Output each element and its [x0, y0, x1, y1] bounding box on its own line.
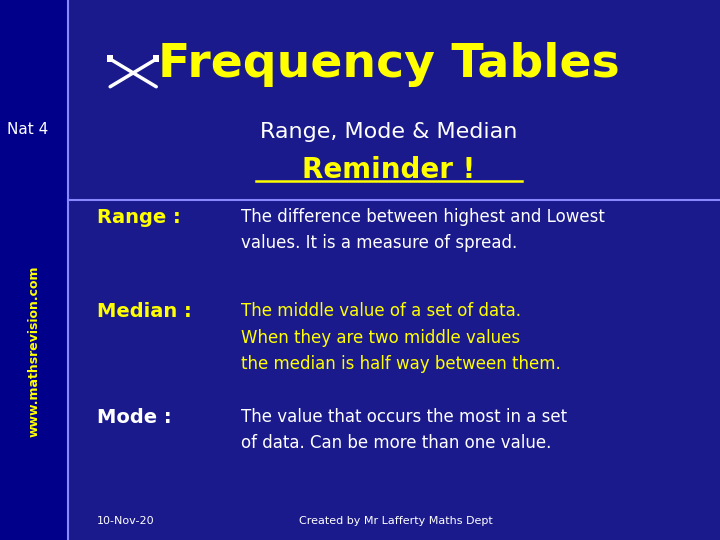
Text: The middle value of a set of data.
When they are two middle values
the median is: The middle value of a set of data. When … — [241, 302, 561, 373]
Text: Nat 4: Nat 4 — [7, 122, 48, 137]
Text: Reminder !: Reminder ! — [302, 156, 475, 184]
Text: Created by Mr Lafferty Maths Dept: Created by Mr Lafferty Maths Dept — [299, 516, 493, 526]
Bar — [153, 55, 160, 62]
Text: Frequency Tables: Frequency Tables — [158, 42, 620, 87]
Text: The difference between highest and Lowest
values. It is a measure of spread.: The difference between highest and Lowes… — [241, 208, 605, 252]
Text: Range :: Range : — [97, 208, 181, 227]
Text: Mode :: Mode : — [97, 408, 172, 427]
Text: 10-Nov-20: 10-Nov-20 — [97, 516, 155, 526]
Text: Median :: Median : — [97, 302, 192, 321]
Text: The value that occurs the most in a set
of data. Can be more than one value.: The value that occurs the most in a set … — [241, 408, 567, 452]
Bar — [107, 55, 114, 62]
Bar — [0, 0, 68, 540]
Text: Range, Mode & Median: Range, Mode & Median — [260, 122, 518, 143]
Text: www.mathsrevision.com: www.mathsrevision.com — [27, 265, 40, 437]
